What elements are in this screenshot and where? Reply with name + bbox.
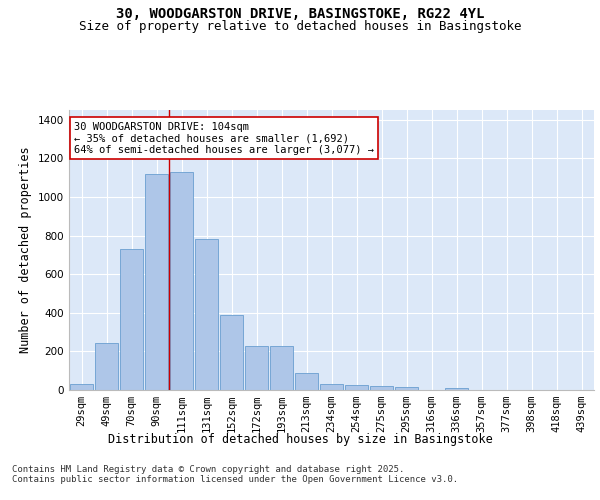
- Bar: [295, 372, 318, 390]
- Bar: [95, 342, 118, 390]
- Bar: [370, 386, 393, 390]
- Bar: [270, 346, 293, 390]
- Text: Distribution of detached houses by size in Basingstoke: Distribution of detached houses by size …: [107, 432, 493, 446]
- Bar: [120, 249, 143, 390]
- Bar: [345, 385, 368, 390]
- Text: 30, WOODGARSTON DRIVE, BASINGSTOKE, RG22 4YL: 30, WOODGARSTON DRIVE, BASINGSTOKE, RG22…: [116, 8, 484, 22]
- Bar: [195, 240, 218, 390]
- Bar: [70, 384, 93, 390]
- Text: Size of property relative to detached houses in Basingstoke: Size of property relative to detached ho…: [79, 20, 521, 33]
- Text: 30 WOODGARSTON DRIVE: 104sqm
← 35% of detached houses are smaller (1,692)
64% of: 30 WOODGARSTON DRIVE: 104sqm ← 35% of de…: [74, 122, 374, 155]
- Text: Contains HM Land Registry data © Crown copyright and database right 2025.
Contai: Contains HM Land Registry data © Crown c…: [12, 465, 458, 484]
- Bar: [320, 384, 343, 390]
- Bar: [145, 174, 168, 390]
- Bar: [170, 172, 193, 390]
- Y-axis label: Number of detached properties: Number of detached properties: [19, 146, 32, 354]
- Bar: [245, 346, 268, 390]
- Bar: [445, 388, 468, 390]
- Bar: [395, 386, 418, 390]
- Bar: [220, 314, 243, 390]
